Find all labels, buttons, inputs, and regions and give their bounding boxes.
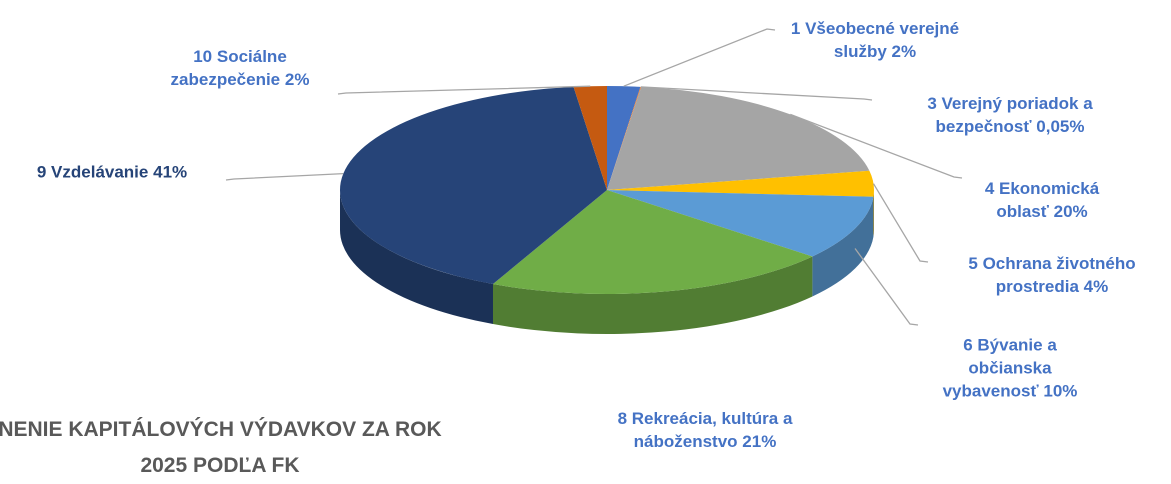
slice [607,86,642,190]
slice [607,86,641,190]
value-label: 2% [891,42,917,61]
leader-line [790,113,963,179]
slice [607,86,870,190]
chart [225,28,963,334]
data-label: 3 Verejný poriadok a bezpečnosť 0,05% [900,92,1120,138]
leader-line [225,173,344,181]
slice [573,86,607,190]
slice [607,170,874,197]
leader-line [872,183,929,263]
leader-line [337,85,591,95]
value-label: 4% [1083,277,1109,296]
data-label: 5 Ochrana životného prostredia 4% [927,252,1171,298]
category-label: 6 Bývanie a občianska vybavenosť [942,335,1057,401]
leader-line [640,86,873,101]
category-label: 1 Všeobecné verejné služby [790,19,960,61]
value-label: 10% [1043,381,1078,401]
value-label: 21% [742,432,777,451]
category-label: 5 Ochrana životného prostredia [968,254,1136,296]
slice-side [812,196,874,297]
value-label: 0,05% [1036,117,1085,136]
data-label: 1 Všeobecné verejné služby 2% [770,17,980,63]
category-label: 9 Vzdelávanie [36,162,149,182]
slice-side [492,256,813,334]
page: NENIE KAPITÁLOVÝCH VÝDAVKOV ZA ROK 2025 … [0,17,1171,477]
slice [607,190,874,257]
slice-side [873,190,874,237]
category-label: 3 Verejný poriadok a bezpečnosť [927,94,1093,136]
chart-title: NENIE KAPITÁLOVÝCH VÝDAVKOV ZA ROK 2025 … [0,418,442,477]
slice-side [340,190,493,325]
value-label: 2% [284,70,310,89]
leader-line [854,248,919,326]
category-label: 4 Ekonomická oblasť [984,179,1100,221]
data-label: 4 Ekonomická oblasť 20% [957,177,1127,223]
data-label: 9 Vzdelávanie 41% [0,161,242,184]
value-label: 41% [153,162,188,182]
data-label: 6 Bývanie a občianska vybavenosť 10% [925,334,1095,403]
leader-line [623,28,776,87]
data-label: 8 Rekreácia, kultúra a náboženstvo 21% [585,407,825,453]
data-label: 10 Sociálne zabezpečenie 2% [140,45,340,91]
slice [339,86,607,285]
slice [492,190,813,295]
value-label: 20% [1053,202,1088,221]
category-label: 10 Sociálne zabezpečenie [170,47,287,89]
category-label: 8 Rekreácia, kultúra a náboženstvo [617,409,793,451]
